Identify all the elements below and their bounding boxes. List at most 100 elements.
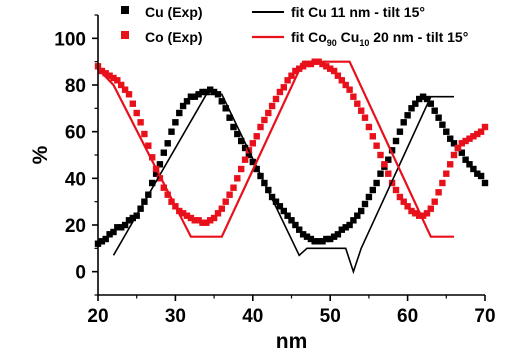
data-point-cu-exp <box>307 235 315 243</box>
data-point-cu-exp <box>164 140 171 147</box>
data-point-co-exp <box>195 217 202 224</box>
data-point-co-exp <box>284 77 291 84</box>
data-point-cu-exp <box>408 105 415 112</box>
data-point-cu-exp <box>272 198 280 205</box>
data-point-cu-exp <box>419 93 427 100</box>
data-point-cu-exp <box>431 107 438 114</box>
data-point-cu-exp <box>462 156 469 163</box>
x-tick-label: 20 <box>87 306 108 327</box>
data-point-co-exp <box>230 184 237 191</box>
y-tick-label: 60 <box>65 123 86 144</box>
data-point-cu-exp <box>172 119 179 126</box>
legend-label-co-exp: Co (Exp) <box>145 29 203 45</box>
data-point-cu-exp <box>226 114 233 121</box>
data-point-co-exp <box>323 63 330 70</box>
legend-marker-cu-exp <box>121 6 129 14</box>
data-point-co-exp <box>450 151 458 159</box>
data-point-co-exp <box>98 67 106 75</box>
data-point-cu-exp <box>102 235 109 243</box>
data-point-co-exp <box>330 67 338 75</box>
data-point-co-exp <box>141 130 148 138</box>
data-point-cu-exp <box>230 123 237 131</box>
data-point-co-exp <box>288 72 295 79</box>
data-point-co-exp <box>168 198 175 205</box>
data-point-cu-exp <box>447 135 454 142</box>
data-point-cu-exp <box>311 238 318 245</box>
data-point-co-exp <box>338 77 345 84</box>
data-point-cu-exp <box>330 233 338 240</box>
data-point-co-exp <box>400 198 407 205</box>
data-point-cu-exp <box>268 193 276 201</box>
data-point-co-exp <box>458 140 465 147</box>
data-point-co-exp <box>149 154 156 161</box>
data-point-cu-exp <box>377 170 384 177</box>
x-tick-label: 60 <box>397 306 418 327</box>
data-point-co-exp <box>164 191 171 198</box>
data-point-co-exp <box>118 81 125 89</box>
data-point-co-exp <box>102 70 109 77</box>
data-point-co-exp <box>350 93 357 100</box>
data-point-cu-exp <box>400 119 407 126</box>
data-point-cu-exp <box>195 91 202 98</box>
data-point-co-exp <box>477 128 485 135</box>
data-point-cu-exp <box>284 212 291 219</box>
data-point-co-exp <box>272 95 280 103</box>
legend-marker-co-exp <box>121 31 129 39</box>
y-tick-label: 100 <box>54 29 86 50</box>
data-point-co-exp <box>268 102 276 110</box>
data-point-cu-exp <box>199 88 206 96</box>
data-point-co-exp <box>361 114 369 121</box>
legend: Cu (Exp) Co (Exp) fit Cu 11 nm - tilt 15… <box>121 4 468 48</box>
data-point-cu-exp <box>450 140 458 147</box>
x-tick-label: 70 <box>474 306 495 327</box>
data-point-cu-exp <box>288 217 295 224</box>
data-point-cu-exp <box>218 98 225 105</box>
data-point-co-exp <box>129 100 136 107</box>
data-point-cu-exp <box>249 158 256 166</box>
data-point-co-exp <box>342 81 349 89</box>
data-point-cu-exp <box>342 224 349 231</box>
data-point-cu-exp <box>427 100 434 107</box>
data-point-cu-exp <box>404 112 411 119</box>
data-point-co-exp <box>160 184 167 191</box>
data-point-co-exp <box>470 133 477 140</box>
data-point-co-exp <box>280 84 287 91</box>
data-point-co-exp <box>381 161 388 168</box>
data-point-cu-exp <box>191 93 198 100</box>
data-point-cu-exp <box>477 172 485 180</box>
data-point-co-exp <box>319 60 326 68</box>
data-point-co-exp <box>419 212 427 219</box>
y-tick-label: 0 <box>75 263 86 284</box>
data-point-cu-exp <box>149 179 156 187</box>
data-point-cu-exp <box>439 121 446 128</box>
data-point-co-exp <box>307 60 315 68</box>
data-point-co-exp <box>265 109 272 117</box>
data-point-co-exp <box>385 170 392 177</box>
data-point-cu-exp <box>160 149 167 156</box>
data-point-cu-exp <box>296 226 303 233</box>
data-point-co-exp <box>373 142 380 149</box>
data-point-co-exp <box>334 72 342 79</box>
data-point-cu-exp <box>361 200 369 208</box>
data-point-co-exp <box>199 219 206 226</box>
data-point-co-exp <box>392 186 400 194</box>
plot-area <box>94 58 489 275</box>
data-point-co-exp <box>404 203 411 210</box>
data-point-co-exp <box>210 214 218 222</box>
data-point-cu-exp <box>121 221 129 229</box>
data-point-co-exp <box>354 100 361 107</box>
data-point-co-exp <box>187 214 195 222</box>
data-point-cu-exp <box>458 149 465 156</box>
data-point-co-exp <box>257 123 264 131</box>
data-point-co-exp <box>249 140 256 147</box>
data-point-cu-exp <box>474 170 481 177</box>
data-point-co-exp <box>214 210 222 217</box>
data-point-co-exp <box>183 212 191 219</box>
data-point-cu-exp <box>210 88 218 96</box>
data-point-cu-exp <box>125 217 133 224</box>
data-point-co-exp <box>145 142 152 149</box>
data-point-co-exp <box>396 193 404 201</box>
data-point-cu-exp <box>388 147 396 154</box>
data-point-co-exp <box>481 123 489 131</box>
data-point-co-exp <box>377 151 384 159</box>
